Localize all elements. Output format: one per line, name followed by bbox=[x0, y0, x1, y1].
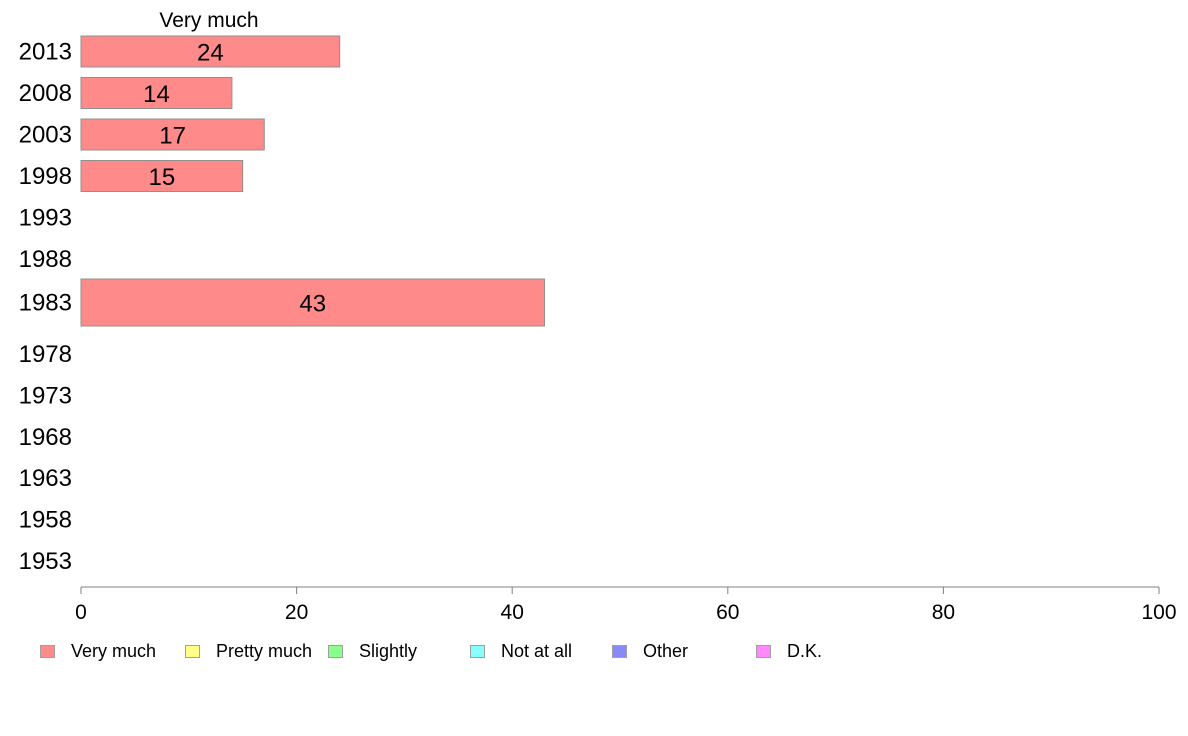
legend-item: D.K. bbox=[756, 640, 822, 662]
legend-swatch bbox=[612, 644, 627, 658]
legend-swatch bbox=[756, 644, 771, 658]
bar bbox=[80, 160, 244, 192]
legend-item: Very much bbox=[40, 640, 156, 662]
legend-label: Pretty much bbox=[216, 640, 313, 661]
bars-group: 24 14 17 15 43 bbox=[80, 35, 546, 327]
bar-value-label: 17 bbox=[159, 123, 186, 150]
y-tick-label: 1988 bbox=[19, 246, 72, 273]
legend-swatch bbox=[40, 644, 55, 658]
bar-value-label: 14 bbox=[143, 81, 170, 108]
x-tick-label: 100 bbox=[1141, 601, 1176, 624]
bar bbox=[80, 278, 546, 327]
y-tick-label: 1993 bbox=[19, 205, 72, 232]
legend-item: Other bbox=[612, 640, 688, 662]
x-tick-label: 20 bbox=[285, 601, 308, 624]
legend-swatch bbox=[185, 644, 200, 658]
x-tick-label: 60 bbox=[716, 601, 739, 624]
bar bbox=[80, 77, 233, 109]
y-tick-label: 2013 bbox=[19, 39, 72, 66]
bar bbox=[80, 35, 341, 68]
x-tick-label: 40 bbox=[501, 601, 524, 624]
legend-item: Pretty much bbox=[185, 640, 312, 662]
y-tick-label: 2003 bbox=[19, 122, 72, 149]
y-tick-label: 1958 bbox=[19, 507, 72, 534]
legend-label: Not at all bbox=[501, 640, 573, 661]
bar-value-label: 24 bbox=[197, 40, 224, 67]
x-tick-label: 80 bbox=[932, 601, 955, 624]
y-tick-label: 1953 bbox=[19, 548, 72, 575]
y-axis-labels: 2013 2008 2003 1998 1993 1988 1983 1978 1973 1968… bbox=[19, 39, 72, 576]
y-tick-label: 1998 bbox=[19, 163, 72, 190]
legend-item: Slightly bbox=[328, 640, 417, 662]
legend-swatch bbox=[328, 644, 343, 658]
y-tick-label: 1963 bbox=[19, 465, 72, 492]
y-tick-label: 1978 bbox=[19, 341, 72, 368]
x-axis: 0 20 40 60 80 100 bbox=[75, 586, 1177, 624]
legend-swatch bbox=[470, 644, 485, 658]
legend-label: D.K. bbox=[787, 640, 823, 661]
legend-label: Very much bbox=[71, 640, 157, 661]
legend-item: Not at all bbox=[470, 640, 572, 662]
legend-label: Slightly bbox=[359, 640, 418, 661]
y-tick-label: 2008 bbox=[19, 80, 72, 107]
x-tick-label: 0 bbox=[75, 601, 87, 624]
y-tick-label: 1968 bbox=[19, 424, 72, 451]
bar bbox=[80, 118, 265, 151]
legend-label: Other bbox=[643, 640, 689, 661]
chart-title: Very much bbox=[159, 9, 258, 32]
y-tick-label: 1973 bbox=[19, 382, 72, 409]
bar-value-label: 43 bbox=[299, 291, 326, 318]
y-tick-label: 1983 bbox=[19, 290, 72, 317]
legend: Very much Pretty much Slightly Not at all Ot… bbox=[40, 640, 1140, 662]
bar-value-label: 15 bbox=[148, 164, 175, 191]
